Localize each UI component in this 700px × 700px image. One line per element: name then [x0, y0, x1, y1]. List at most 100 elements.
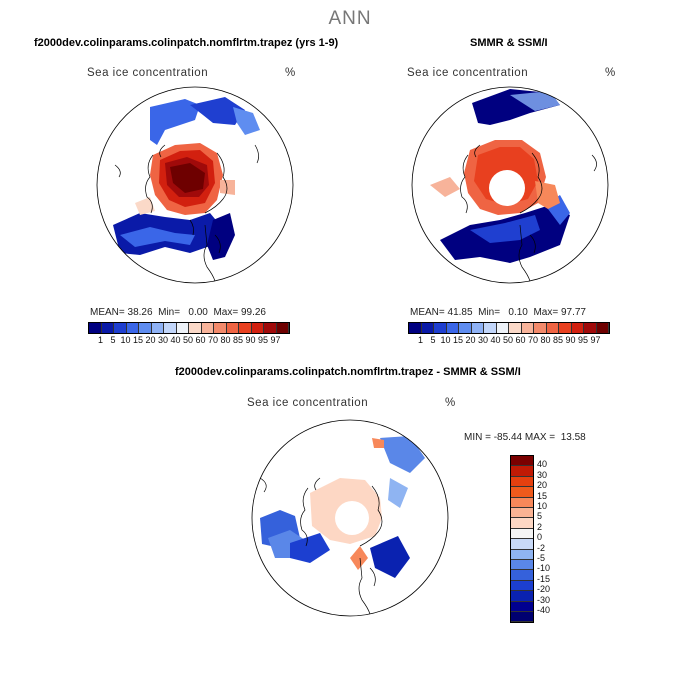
panel3-title: f2000dev.colinparams.colinpatch.nomflrtm…	[175, 366, 521, 378]
colorbar-tick-label: 85	[552, 335, 563, 345]
panel1-variable-label: Sea ice concentration	[87, 67, 209, 79]
colorbar-tick-label: 70	[527, 335, 538, 345]
colorbar-swatch	[496, 323, 509, 333]
ice-region	[220, 180, 235, 195]
panel2-variable-label: Sea ice concentration	[407, 67, 529, 79]
ice-region	[510, 91, 560, 111]
max-label: Max=	[213, 307, 239, 318]
panel3-units-label: %	[445, 397, 456, 409]
colorbar-swatch	[421, 323, 434, 333]
colorbar-swatch	[571, 323, 584, 333]
panel2-stats: MEAN= 41.85 Min= 0.10 Max= 97.77	[410, 307, 586, 318]
colorbar-swatch	[511, 539, 533, 550]
colorbar-swatches	[408, 322, 610, 334]
colorbar-tick-label: -10	[537, 563, 551, 574]
colorbar-tick-label: -30	[537, 594, 551, 605]
colorbar-tick-label: 5	[110, 335, 116, 345]
colorbar-tick-label: 5	[537, 511, 543, 522]
colorbar-swatch	[511, 570, 533, 581]
ice-region	[430, 177, 460, 197]
colorbar-tick-label: 90	[245, 335, 256, 345]
panel2-units-label: %	[605, 67, 616, 79]
colorbar-swatch	[264, 323, 277, 333]
colorbar-tick-label: -40	[537, 605, 551, 615]
colorbar-swatch	[534, 323, 547, 333]
colorbar-swatch	[471, 323, 484, 333]
colorbar-tick-label: 20	[465, 335, 476, 345]
colorbar-swatch	[509, 323, 522, 333]
mean-label: MEAN=	[90, 307, 125, 318]
ice-region	[190, 97, 245, 125]
colorbar-tick-label: 20	[145, 335, 156, 345]
max-value: 97.77	[560, 307, 586, 318]
min-value: 0.10	[508, 307, 528, 318]
colorbar-swatch	[511, 601, 533, 612]
map-boundary	[96, 86, 294, 284]
min-value: 0.00	[188, 307, 208, 318]
diff-region	[290, 533, 330, 563]
ice-region	[150, 99, 200, 145]
season-title: ANN	[328, 8, 372, 29]
colorbar-tick-label: 97	[270, 335, 281, 345]
colorbar-swatch	[511, 612, 533, 623]
colorbar-swatch	[409, 323, 422, 333]
panel3-stats: MIN = -85.44 MAX = 13.58	[464, 432, 586, 443]
ice-region	[207, 213, 235, 260]
colorbar-tick-label: 80	[540, 335, 551, 345]
colorbar-swatch	[101, 323, 114, 333]
colorbar-swatch	[546, 323, 559, 333]
colorbar-swatch	[511, 549, 533, 560]
colorbar-tick-label: -20	[537, 584, 551, 595]
colorbar-swatch	[176, 323, 189, 333]
colorbar-tick-label: 30	[537, 469, 548, 480]
colorbar-swatch	[596, 323, 609, 333]
colorbar-tick-label: 60	[515, 335, 526, 345]
colorbar-swatch	[521, 323, 534, 333]
map-boundary	[411, 86, 609, 284]
colorbar-swatch	[189, 323, 202, 333]
panel1-stats: MEAN= 38.26 Min= 0.00 Max= 99.26	[90, 307, 266, 318]
diff-region	[350, 546, 368, 570]
ice-region	[170, 163, 205, 193]
ice-region	[120, 227, 195, 247]
diff-region	[380, 436, 425, 473]
colorbar-swatch	[484, 323, 497, 333]
diff-region	[370, 536, 410, 578]
colorbar-swatch	[459, 323, 472, 333]
colorbar-tick-label: -5	[537, 553, 546, 563]
ice-region	[233, 107, 260, 135]
colorbar-swatch	[434, 323, 447, 333]
colorbar-tick-label: 85	[232, 335, 243, 345]
map-boundary	[251, 419, 449, 617]
colorbar-swatch	[446, 323, 459, 333]
colorbar-tick-label: 1	[97, 335, 103, 345]
colorbar-tick-label: 15	[132, 335, 143, 345]
mean-value: 38.26	[127, 307, 153, 318]
colorbar-tick-label: 20	[537, 480, 548, 491]
colorbar-tick-label: 15	[537, 490, 548, 501]
diff-region	[388, 478, 408, 508]
colorbar-tick-label: 40	[170, 335, 181, 345]
colorbar-swatch	[139, 323, 152, 333]
colorbar-swatch	[126, 323, 139, 333]
min-label: Min=	[478, 307, 501, 318]
map-difference	[251, 419, 449, 617]
colorbar-swatch	[239, 323, 252, 333]
colorbar-tick-label: -15	[537, 573, 551, 584]
panel1-units-label: %	[285, 67, 296, 79]
pole-hole	[335, 501, 369, 535]
colorbar-swatch	[164, 323, 177, 333]
colorbar-swatches	[510, 455, 534, 624]
colorbar-swatch	[584, 323, 597, 333]
colorbar-tick-label: 10	[120, 335, 131, 345]
colorbar-swatch	[511, 518, 533, 529]
mean-label: MEAN=	[410, 307, 445, 318]
ice-region	[535, 181, 560, 209]
colorbar-tick-label: 50	[182, 335, 193, 345]
colorbar-tick-label: 30	[477, 335, 488, 345]
colorbar-swatch	[251, 323, 264, 333]
ice-region	[470, 215, 540, 243]
colorbar-swatch	[89, 323, 102, 333]
colorbar-tick-label: 95	[257, 335, 268, 345]
colorbar-tick-label: 10	[440, 335, 451, 345]
